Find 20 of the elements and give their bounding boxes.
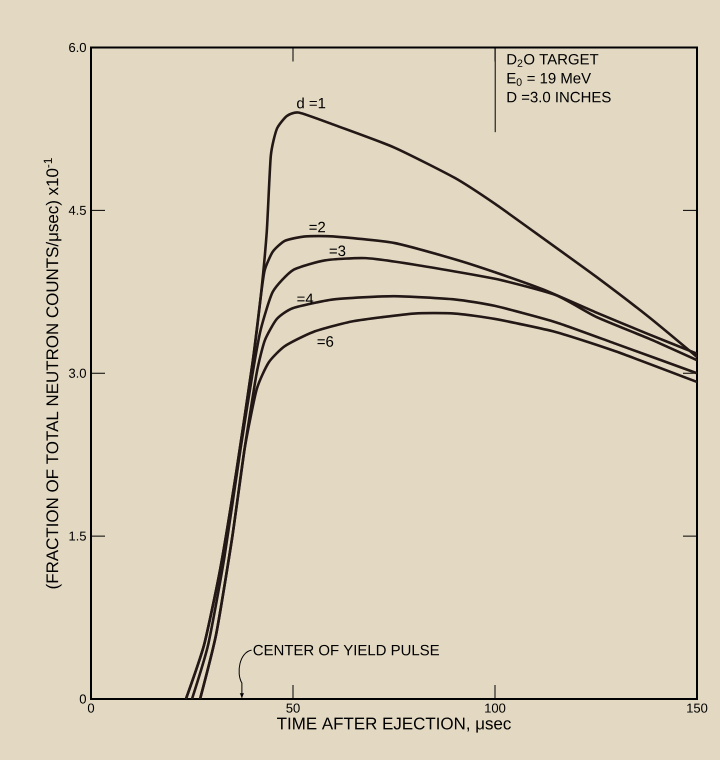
series-label: =2 <box>309 222 326 232</box>
y-tick-label: 1.5 <box>69 532 86 541</box>
series-label: =4 <box>297 294 314 304</box>
annotation: CENTER OF YIELD PULSE <box>254 644 439 656</box>
annotation: D =3.0 INCHES <box>507 92 611 102</box>
annotation: E$_{0}$ = 19 MeV <box>507 72 591 86</box>
x-tick-label: 0 <box>88 704 94 713</box>
series-label: d =1 <box>297 97 326 108</box>
x-axis-title: TIME AFTER EJECTION, μsec <box>277 718 511 733</box>
series-label: =6 <box>318 336 334 347</box>
series-label: =3 <box>330 246 346 256</box>
y-tick-label: 0 <box>80 694 86 704</box>
x-tick-label: 100 <box>485 704 506 713</box>
annotation: D$_{2}$O TARGET <box>507 54 598 67</box>
x-tick-label: 150 <box>687 704 708 713</box>
x-tick-label: 50 <box>286 704 300 713</box>
y-tick-label: 3.0 <box>68 368 86 378</box>
y-tick-label: 6.0 <box>69 42 86 52</box>
y-tick-label: 4.5 <box>68 206 86 215</box>
y-axis-title: (FRACTION OF TOTAL NEUTRON COUNTS/μsec) x10$^{-1}$ <box>44 158 62 588</box>
